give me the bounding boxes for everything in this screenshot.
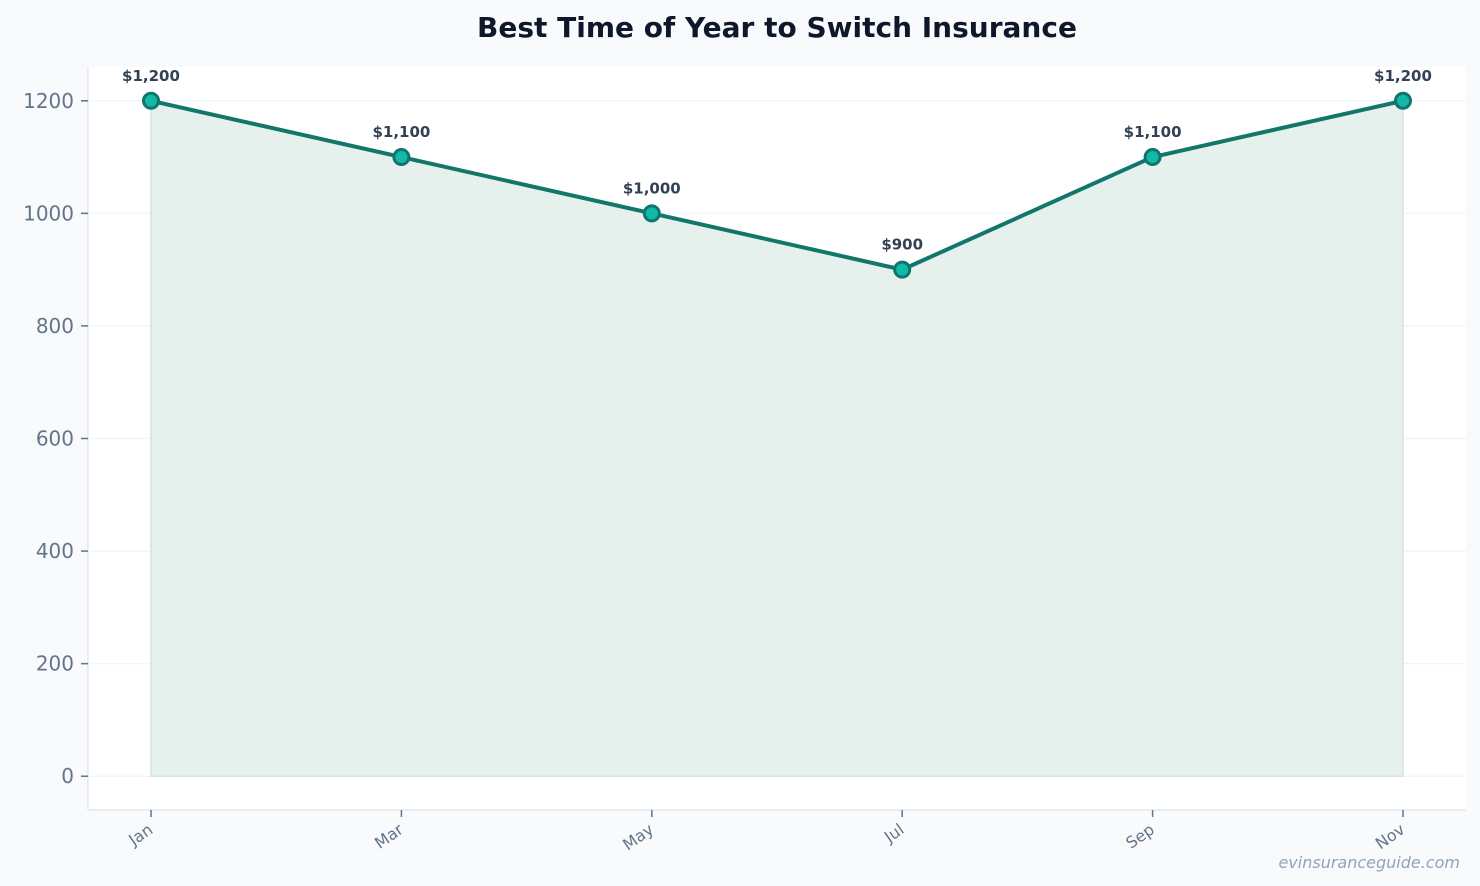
data-point bbox=[893, 260, 912, 279]
data-label: $1,200 bbox=[1374, 67, 1432, 85]
data-label: $900 bbox=[881, 236, 923, 254]
x-tick-label: Mar bbox=[371, 819, 407, 852]
chart-title: Best Time of Year to Switch Insurance bbox=[477, 11, 1077, 44]
data-point bbox=[142, 91, 160, 110]
y-tick-label: 1200 bbox=[23, 89, 74, 113]
y-tick-label: 800 bbox=[36, 314, 74, 338]
data-point bbox=[642, 204, 661, 223]
watermark: evinsuranceguide.com bbox=[1278, 853, 1460, 872]
data-label: $1,100 bbox=[372, 123, 430, 141]
y-tick-label: 600 bbox=[36, 427, 74, 451]
data-label: $1,100 bbox=[1124, 123, 1182, 141]
y-axis-ticks: 0 200 400 600 800 1000 1200 bbox=[23, 89, 88, 788]
x-tick-label: Jan bbox=[124, 820, 156, 850]
x-tick-label: Nov bbox=[1372, 820, 1408, 853]
data-labels: $1,200 $1,100 $1,000 $900 $1,100 $1,200 bbox=[122, 67, 1432, 254]
series-polyline bbox=[149, 98, 1405, 272]
x-tick-label: Sep bbox=[1122, 820, 1158, 853]
data-point bbox=[1143, 148, 1162, 167]
data-point bbox=[392, 148, 411, 167]
y-tick-label: 400 bbox=[36, 539, 74, 563]
y-tick-label: 0 bbox=[61, 764, 74, 788]
y-tick-label: 1000 bbox=[23, 201, 74, 225]
data-point bbox=[1394, 91, 1412, 110]
data-label: $1,000 bbox=[623, 179, 681, 197]
x-axis-ticks: Jan Mar May Jul Sep Nov bbox=[124, 810, 1408, 854]
x-tick-label: Jul bbox=[880, 820, 908, 847]
x-tick-label: May bbox=[619, 820, 657, 855]
data-label: $1,200 bbox=[122, 67, 180, 85]
data-points bbox=[142, 91, 1412, 279]
series-line bbox=[149, 98, 1405, 272]
y-tick-label: 200 bbox=[36, 652, 74, 676]
